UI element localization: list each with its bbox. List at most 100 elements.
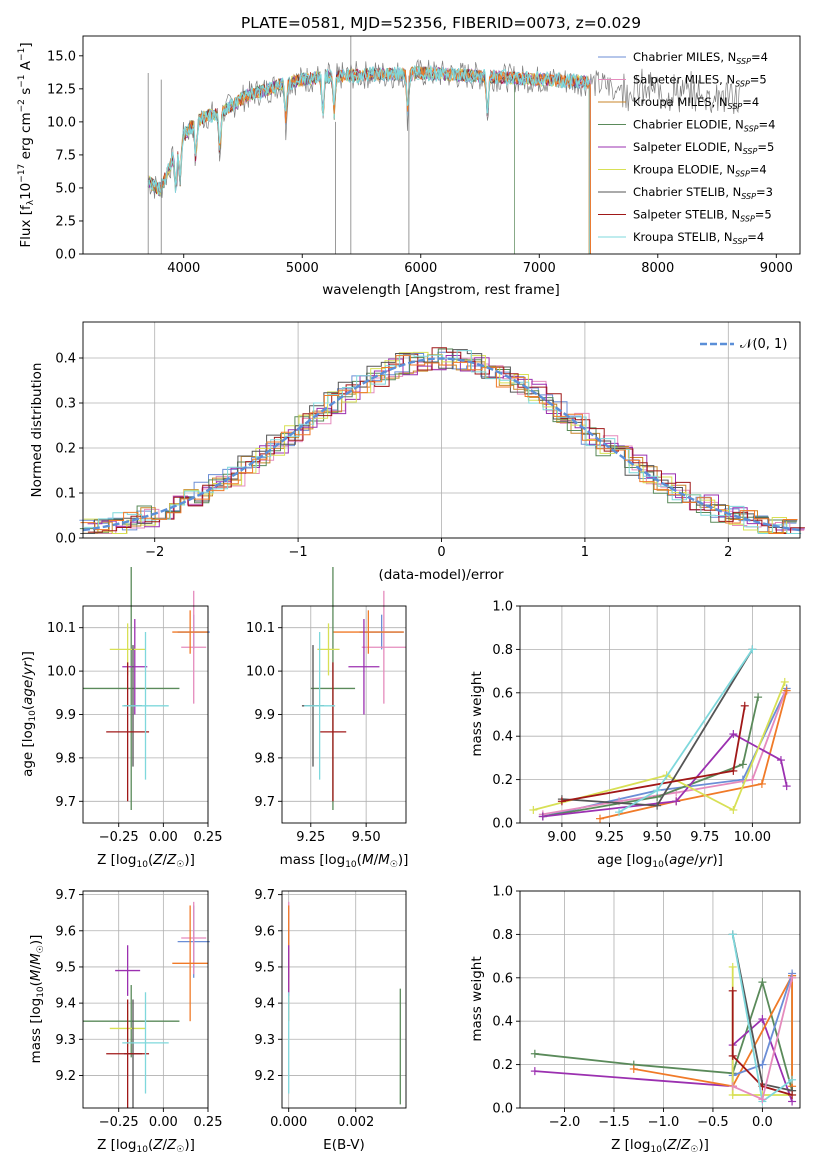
y-tick-label: 9.9: [254, 708, 275, 723]
residual-histogram-step: [80, 355, 798, 534]
y-tick-label: 9.6: [254, 924, 275, 939]
mass-vs-extinction-ticks: 0.000 0.002 9.2 9.3 9.4 9.5 9.6 9.7: [254, 888, 374, 1130]
y-tick-label: 2.5: [55, 214, 76, 229]
x-tick-label: −1.5: [598, 1115, 630, 1130]
x-tick-label: −1: [289, 545, 308, 560]
age-vs-mass-xlabel: mass [log10(M/M☉)]: [280, 852, 409, 870]
x-tick-label: −2: [145, 545, 164, 560]
x-tick-label: 10.00: [734, 830, 771, 845]
model-spectrum-line: [147, 66, 591, 254]
y-tick-label: 5.0: [55, 181, 76, 196]
y-tick-label: 10.1: [246, 621, 275, 636]
age-vs-mass-panel: 9.25 9.50 9.7 9.8 9.9 10.0 10.1 mass [log10(M/…: [246, 566, 409, 870]
y-tick-label: 9.8: [55, 751, 76, 766]
model-spectrum-line: [147, 65, 590, 193]
y-tick-label: 0.8: [492, 643, 513, 658]
gridlines: [282, 891, 406, 1108]
mass-vs-metallicity-frame: [82, 890, 209, 1109]
model-spectrum-line: [147, 66, 591, 254]
x-tick-label: 0.0: [752, 1115, 773, 1130]
residuals-ticks: −2 −1 0 1 2 0.0 0.1 0.2 0.3 0.4: [55, 352, 732, 561]
y-tick-label: 9.7: [254, 795, 275, 810]
spectrum-title: PLATE=0581, MJD=52356, FIBERID=0073, z=0…: [241, 14, 641, 32]
x-tick-label: 5000: [286, 261, 319, 276]
x-tick-label: 0.00: [149, 830, 178, 845]
weight-vs-age-ticks: 9.00 9.25 9.50 9.75 10.00 0.0 0.2 0.4 0.6 0.8 1.0: [492, 600, 771, 846]
weight-vs-metallicity-frame: [519, 890, 801, 1109]
x-tick-label: 0.002: [337, 1115, 374, 1130]
legend-label: Kroupa MILES, NSSP=4: [633, 95, 759, 111]
model-spectrum-line: [147, 66, 590, 255]
x-tick-label: −0.25: [99, 830, 139, 845]
model-spectrum-line: [147, 66, 591, 255]
residuals-xlabel: (data-model)/error: [378, 567, 504, 583]
y-tick-label: 9.4: [55, 997, 76, 1012]
weight-vs-metallicity-xlabel: Z [log10(Z/Z☉)]: [611, 1137, 709, 1155]
mass-vs-extinction-marks: [282, 891, 406, 1108]
y-tick-label: 0.0: [55, 532, 76, 547]
y-tick-label: 0.4: [55, 352, 76, 367]
y-tick-label: 9.5: [254, 960, 275, 975]
y-tick-label: 9.2: [55, 1069, 76, 1084]
model-spectrum-line: [147, 66, 591, 254]
spectrum-ticks: 4000 5000 6000 7000 8000 9000 0.0 2.5 5.0 7.5 10.0…: [47, 49, 793, 276]
age-vs-mass-marks: [282, 566, 406, 823]
spectrum-xlabel: wavelength [Angstrom, rest frame]: [322, 282, 560, 298]
y-tick-label: 0.2: [492, 773, 513, 788]
x-tick-label: 9000: [760, 261, 793, 276]
legend-label: Salpeter ELODIE, NSSP=5: [633, 140, 774, 156]
y-tick-label: 0.3: [55, 397, 76, 412]
weight-vs-age-frame: [519, 605, 801, 824]
weight-vs-age-panel: 9.00 9.25 9.50 9.75 10.000.00.20.40.60.81.0 …: [469, 600, 801, 870]
y-tick-label: 0.6: [492, 686, 513, 701]
model-spectrum-line: [147, 67, 591, 254]
residual-histogram-step: [79, 351, 797, 534]
y-tick-label: 0.1: [55, 487, 76, 502]
y-tick-label: 10.1: [47, 621, 76, 636]
age-vs-metallicity-panel: −0.25 0.00 0.25 9.7 9.8 9.9 10.0 10.1 Z [log10(…: [20, 566, 222, 870]
y-tick-label: 10.0: [246, 665, 275, 680]
y-tick-label: 0.8: [492, 928, 513, 943]
spectrum-panel: 4000 5000 6000 7000 8000 9000 0.0 2.5 5.0 7.5 10.0…: [17, 14, 801, 298]
weight-vs-age-ylabel: mass weight: [469, 671, 485, 756]
mass-vs-extinction-panel: 0.000 0.002 9.2 9.3 9.4 9.5 9.6 9.7 E(B-V): [254, 888, 407, 1153]
y-tick-label: 9.6: [55, 924, 76, 939]
y-tick-label: 0.4: [492, 730, 513, 745]
y-tick-label: 1.0: [492, 600, 513, 615]
x-tick-label: 9.00: [547, 830, 576, 845]
x-tick-label: 9.50: [352, 830, 381, 845]
x-tick-label: 8000: [641, 261, 674, 276]
age-vs-metallicity-marks: [83, 566, 210, 823]
x-tick-label: 0.00: [149, 1115, 178, 1130]
legend-label: Salpeter MILES, NSSP=5: [633, 73, 767, 89]
x-tick-label: 7000: [523, 261, 556, 276]
mass-vs-metallicity-ticks: −0.25 0.00 0.25 9.2 9.3 9.4 9.5 9.6 9.7: [55, 888, 222, 1130]
weight-vs-metallicity-marks: [520, 890, 800, 1109]
model-spectrum-line: [147, 66, 515, 254]
x-tick-label: 4000: [167, 261, 200, 276]
legend-label: Kroupa ELODIE, NSSP=4: [633, 163, 767, 179]
x-tick-label: 9.25: [595, 830, 624, 845]
y-tick-label: 9.3: [254, 1033, 275, 1048]
mass-vs-extinction-frame: [281, 890, 407, 1109]
residual-histogram-step: [84, 350, 802, 534]
y-tick-label: 9.9: [55, 708, 76, 723]
x-tick-label: −1.0: [648, 1115, 680, 1130]
x-tick-label: 9.25: [296, 830, 325, 845]
x-tick-label: −0.5: [697, 1115, 729, 1130]
spectrum-ylabel: Flux [fλ10−17 erg cm−2 s−1 A−1]: [17, 42, 36, 247]
weight-vs-metallicity-panel: −2.0 −1.5 −1.0 −0.5 0.0 0.0 0.2 0.4 0.6 0.8 1.0 Z …: [469, 885, 801, 1155]
spectrum-lines: [147, 36, 741, 255]
x-tick-label: 0.25: [194, 1115, 223, 1130]
model-spectrum-line: [147, 66, 590, 254]
y-tick-label: 9.7: [55, 888, 76, 903]
x-tick-label: 6000: [404, 261, 437, 276]
mass-vs-metallicity-panel: −0.25 0.00 0.25 9.2 9.3 9.4 9.5 9.6 9.7 Z [log10…: [28, 888, 222, 1155]
residuals-histograms: [79, 347, 805, 534]
age-vs-mass-ticks: 9.25 9.50 9.7 9.8 9.9 10.0 10.1: [246, 621, 381, 845]
x-tick-label: 0: [437, 545, 445, 560]
x-tick-label: −0.25: [99, 1115, 139, 1130]
y-tick-label: 0.2: [55, 442, 76, 457]
mass-vs-extinction-xlabel: E(B-V): [323, 1137, 365, 1153]
mass-weight-line: [533, 681, 786, 812]
